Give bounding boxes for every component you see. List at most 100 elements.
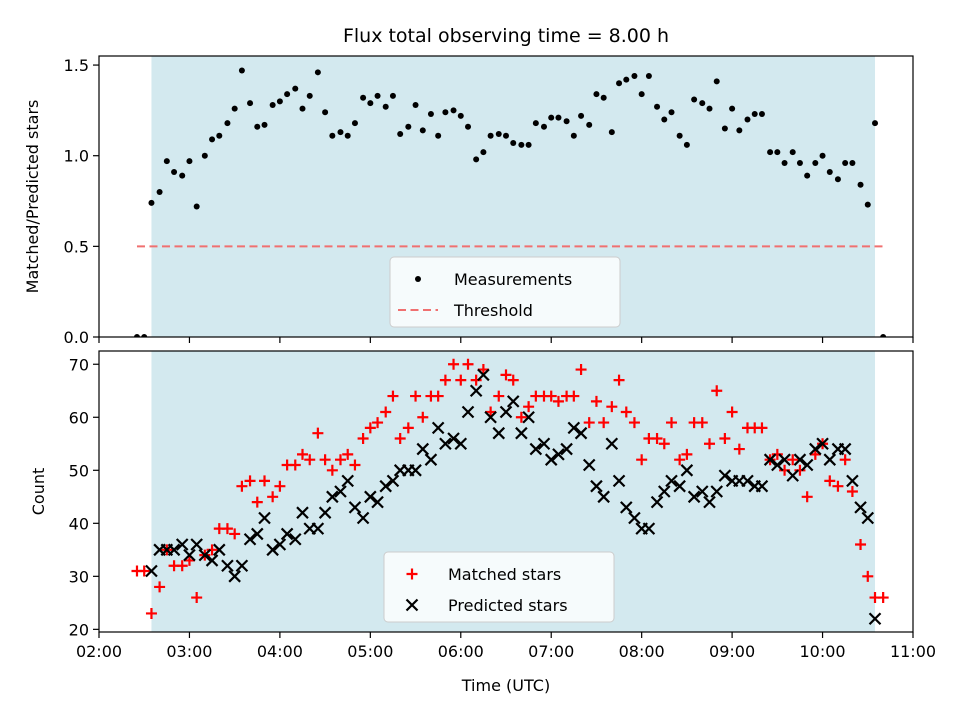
measurements-point xyxy=(329,132,336,139)
measurements-point xyxy=(668,109,675,116)
measurements-point xyxy=(465,123,472,130)
predicted-stars-point xyxy=(861,511,875,525)
matched-stars-point xyxy=(787,454,799,466)
measurements-point xyxy=(133,334,140,337)
x-tick-label: 04:00 xyxy=(257,642,303,661)
measurements-point xyxy=(473,156,480,163)
y-tick-label: 1.5 xyxy=(64,56,89,75)
matched-stars-point xyxy=(824,475,836,487)
predicted-stars-point xyxy=(221,559,234,573)
measurements-point xyxy=(631,72,638,79)
measurements-point xyxy=(616,80,623,87)
matched-stars-point xyxy=(568,390,580,402)
predicted-stars-point xyxy=(145,564,158,578)
matched-stars-point xyxy=(206,544,218,556)
predicted-stars-point xyxy=(718,469,732,482)
measurements-point xyxy=(216,132,223,139)
measurements-point xyxy=(804,172,811,179)
predicted-stars-point xyxy=(356,511,370,525)
matched-stars-point xyxy=(658,438,670,450)
measurements-point xyxy=(314,69,321,76)
matched-stars-point xyxy=(590,395,602,407)
predicted-stars-point xyxy=(205,554,219,567)
matched-stars-point xyxy=(244,475,256,487)
matched-stars-point xyxy=(620,406,632,418)
y-tick-label: 40 xyxy=(69,514,89,533)
measurements-point xyxy=(351,120,358,127)
matched-stars-point xyxy=(839,454,851,466)
predicted-stars-point xyxy=(515,426,528,440)
measurements-point xyxy=(261,121,268,128)
measurements-point xyxy=(518,141,525,148)
predicted-stars-point xyxy=(379,479,392,493)
predicted-stars-point xyxy=(371,495,384,509)
measurements-point xyxy=(450,107,457,114)
predicted-stars-point xyxy=(484,410,497,424)
matched-stars-point xyxy=(809,448,821,460)
matched-stars-point xyxy=(410,390,422,402)
measurements-point xyxy=(171,169,178,176)
matched-stars-point xyxy=(176,560,188,572)
predicted-stars-point xyxy=(703,495,716,509)
predicted-stars-point xyxy=(838,442,852,456)
matched-stars-point xyxy=(545,390,557,402)
x-tick-label: 09:00 xyxy=(709,642,755,661)
predicted-stars-point xyxy=(318,506,332,519)
measurements-point xyxy=(480,149,487,156)
plot-frame xyxy=(98,350,914,633)
x-tick-label: 10:00 xyxy=(800,642,846,661)
measurements-point xyxy=(812,159,819,166)
measurements-point xyxy=(284,91,291,98)
matched-stars-point xyxy=(259,475,271,487)
predicted-stars-point xyxy=(409,464,422,477)
measurements-point xyxy=(654,103,661,110)
legend: Matched stars Predicted stars xyxy=(383,551,615,623)
matched-stars-point xyxy=(334,454,346,466)
measurements-point xyxy=(683,141,690,148)
matched-stars-point xyxy=(598,417,610,429)
predicted-stars-point xyxy=(628,511,641,525)
predicted-stars-point xyxy=(786,469,799,482)
predicted-stars-point xyxy=(280,527,294,541)
matched-stars-point xyxy=(326,464,338,476)
matched-stars-point xyxy=(477,364,489,376)
matched-stars-point xyxy=(319,454,331,466)
measurements-point xyxy=(360,94,367,101)
measurements-point xyxy=(179,172,186,179)
predicted-stars-point xyxy=(687,490,701,504)
predicted-stars-point xyxy=(431,421,445,435)
matched-stars-point xyxy=(372,417,384,429)
measurements-point xyxy=(570,132,577,139)
matched-stars-point xyxy=(771,448,783,460)
matched-stars-point xyxy=(417,411,429,423)
x-tick-label: 08:00 xyxy=(619,642,665,661)
legend-label: Predicted stars xyxy=(448,596,568,615)
measurements-point xyxy=(751,111,758,118)
y-tick-label: 1.0 xyxy=(64,147,89,166)
predicted-stars-point xyxy=(597,490,610,504)
legend-marker xyxy=(406,568,418,580)
predicted-stars-point xyxy=(620,501,633,514)
predicted-stars-point xyxy=(251,527,264,541)
predicted-stars-point xyxy=(341,474,354,488)
matched-stars-point xyxy=(191,592,203,604)
y-tick-label: 0.0 xyxy=(64,328,89,347)
matched-stars-point xyxy=(470,374,482,386)
matched-stars-point xyxy=(628,417,640,429)
measurements-point xyxy=(397,130,404,137)
matched-stars-point xyxy=(674,454,686,466)
measurements-point xyxy=(163,158,170,165)
panel-ratio: 0.0 0.5 1.0 1.5 Matched/Predicted stars Flux … xyxy=(23,25,914,347)
predicted-stars-point xyxy=(296,506,309,519)
measurements-point xyxy=(744,116,751,123)
matched-stars-point xyxy=(439,374,451,386)
matched-stars-point xyxy=(606,401,618,413)
x-tick-label: 05:00 xyxy=(347,642,393,661)
legend-label: Threshold xyxy=(453,301,533,320)
measurements-point xyxy=(774,149,781,156)
predicted-stars-point xyxy=(741,474,754,488)
predicted-stars-point xyxy=(544,453,558,466)
measurements-point xyxy=(661,116,668,123)
matched-stars-point xyxy=(304,454,316,466)
